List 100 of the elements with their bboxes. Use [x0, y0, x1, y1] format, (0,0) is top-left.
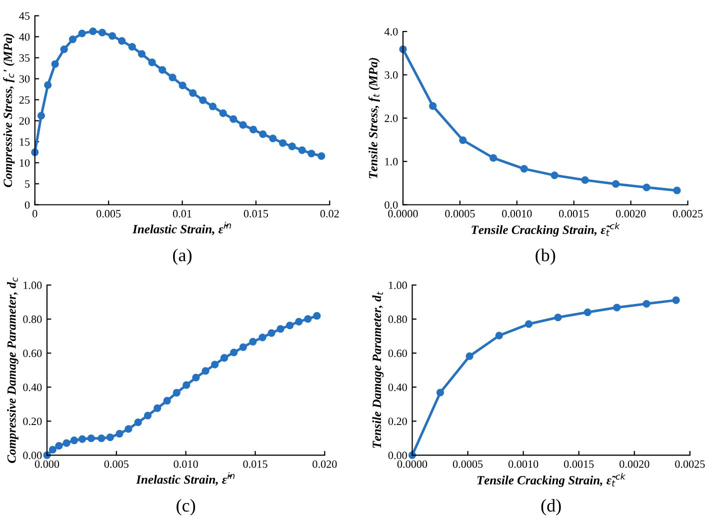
point: [192, 374, 200, 382]
y-tick-label: 10: [20, 159, 30, 167]
point: [249, 126, 258, 134]
x-axis-title: Tensile Cracking Strain, ε̃$_{t}$$^{ck}$: [477, 472, 626, 487]
point: [78, 30, 86, 38]
y-tick-label: 45: [19, 12, 30, 20]
point: [70, 436, 78, 444]
point: [51, 60, 59, 68]
point: [55, 442, 63, 450]
point: [219, 109, 227, 118]
y-tick-label: 25: [19, 96, 30, 104]
x-axis-title: Inelastic Strain, ε̃$^{in}$: [136, 472, 235, 486]
point: [78, 435, 86, 443]
text: (d): [541, 498, 561, 516]
point: [612, 180, 620, 188]
x-tick-label: 0.0005: [452, 460, 483, 468]
point: [313, 312, 321, 320]
point: [87, 434, 95, 442]
y-tick-label: 0.20: [23, 418, 42, 426]
point: [269, 134, 277, 142]
point: [154, 404, 162, 412]
point: [554, 314, 562, 322]
x-tick-label: 0.0025: [675, 460, 705, 468]
x-tick-label: 0.0005: [445, 210, 475, 218]
point: [116, 430, 124, 438]
x-tick-label: 0.01: [172, 210, 192, 218]
x-tick-label: 0.02: [320, 210, 339, 218]
point: [148, 58, 156, 66]
y-tick-label: 30: [19, 75, 30, 83]
y-tick-label: 3.0: [384, 71, 398, 79]
point: [495, 332, 503, 340]
x-axis-title: Tensile Cracking Strain, ε̃$_{t}$$^{ck}$: [472, 222, 620, 237]
y-tick-label: 35: [19, 54, 30, 62]
y-tick-label: 0.60: [388, 350, 407, 358]
point: [178, 82, 186, 90]
point: [278, 139, 287, 147]
x-tick-label: 0.0025: [672, 210, 703, 218]
y-tick-label: 0.80: [23, 316, 42, 324]
x-tick-label: 0.0020: [620, 460, 650, 468]
point: [581, 176, 589, 184]
y-tick-label: 0.00: [23, 452, 42, 460]
point: [163, 396, 171, 405]
y-tick-label: 0.00: [388, 452, 407, 460]
y-tick-label: 0.60: [23, 350, 42, 358]
x-tick-label: 0.015: [244, 210, 268, 218]
point: [286, 322, 294, 330]
point: [199, 96, 207, 104]
point: [208, 102, 217, 110]
point: [436, 388, 444, 396]
point: [182, 381, 190, 389]
y-axis-title: Compressive Damage Parameter, d$_{c}$: [7, 277, 18, 463]
point: [642, 184, 650, 192]
point: [429, 102, 437, 110]
point: [673, 186, 681, 194]
x-tick-label: 0.0015: [559, 210, 589, 218]
x-tick-label: 0.0000: [388, 210, 418, 218]
point: [144, 412, 152, 420]
y-tick-label: 1.00: [24, 282, 42, 290]
point: [259, 130, 267, 138]
point: [672, 296, 680, 304]
point: [459, 136, 467, 144]
y-tick-label: 2.0: [384, 114, 398, 122]
point: [98, 28, 106, 36]
point: [68, 35, 77, 44]
point: [138, 50, 146, 58]
text: (b): [536, 248, 556, 265]
point: [239, 343, 247, 351]
point: [62, 439, 70, 447]
x-tick-label: 0.0000: [397, 460, 428, 468]
point: [550, 171, 558, 180]
point: [288, 142, 296, 150]
y-axis-title: Tensile Damage Parameter, d$_{t}$: [372, 292, 384, 448]
y-axis-title: Tensile Stress, f$_{t}$ (MPa): [368, 58, 380, 178]
y-tick-label: 40: [19, 33, 30, 41]
x-tick-label: 0.0015: [564, 460, 594, 468]
x-tick-label: 0.0010: [508, 460, 538, 468]
point: [168, 74, 176, 82]
x-axis-title: Inelastic Strain, ε̃$^{in}$: [132, 222, 231, 236]
x-tick-label: 0.005: [104, 460, 128, 468]
point: [128, 43, 136, 51]
y-tick-label: 0.20: [388, 418, 407, 426]
point: [158, 66, 166, 74]
y-tick-label: 4.0: [384, 28, 398, 36]
point: [202, 367, 210, 375]
point: [258, 334, 266, 342]
point: [134, 418, 142, 426]
point: [239, 121, 247, 129]
x-tick-label: 0.005: [96, 210, 121, 218]
y-tick-label: 5: [25, 180, 30, 188]
x-tick-label: 0.000: [34, 460, 60, 468]
point: [276, 325, 284, 333]
point: [304, 315, 312, 323]
point: [584, 308, 592, 316]
y-tick-label: 0: [24, 201, 30, 209]
point: [118, 37, 126, 45]
y-tick-label: 0.40: [23, 384, 42, 392]
point: [249, 338, 257, 346]
y-axis-title: Compressive Stress, f$_{c}$' (MPa): [3, 34, 15, 188]
x-tick-label: 0.0020: [616, 210, 646, 218]
point: [44, 81, 52, 89]
